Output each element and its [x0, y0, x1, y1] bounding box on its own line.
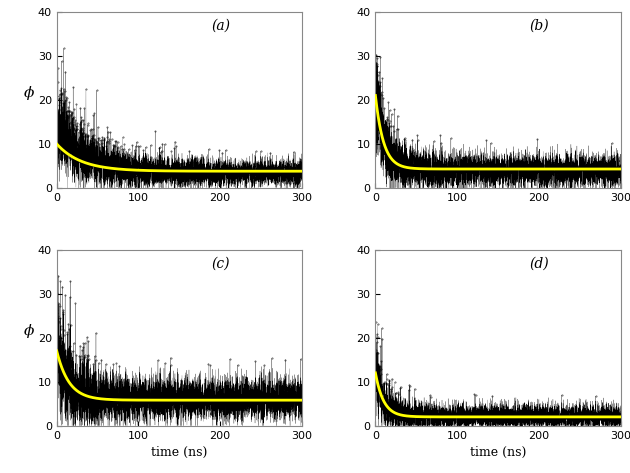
Text: (d): (d): [530, 257, 549, 271]
Y-axis label: ϕ: ϕ: [24, 86, 35, 100]
Text: (a): (a): [211, 19, 230, 33]
Text: (c): (c): [211, 257, 230, 271]
X-axis label: time (ns): time (ns): [470, 446, 526, 459]
X-axis label: time (ns): time (ns): [151, 446, 207, 459]
Text: (b): (b): [530, 19, 549, 33]
Y-axis label: ϕ: ϕ: [24, 324, 35, 338]
